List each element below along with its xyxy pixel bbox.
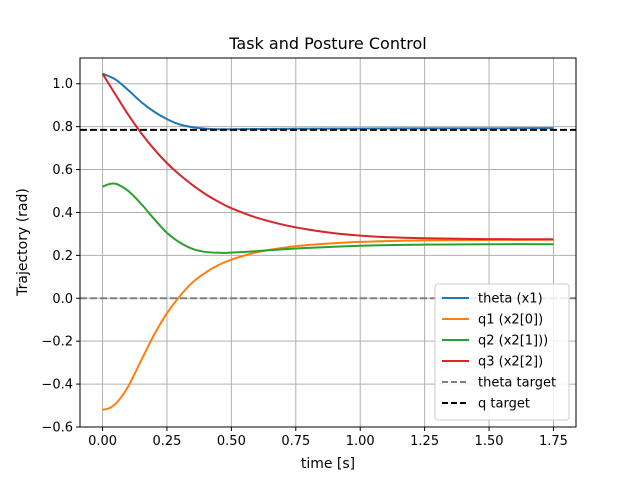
y-tick-label: 0.0 [52, 292, 73, 307]
legend: theta (x1) q1 (x2[0]) q2 (x2[1])) q3 (x2[2]… [434, 283, 570, 421]
legend-label-q-target: q target [478, 397, 530, 412]
series-line-q2-x2-1 [102, 182, 554, 254]
x-tick-label: 1.25 [410, 434, 439, 449]
legend-label-q2-x2-1: q2 (x2[1])) [478, 334, 548, 349]
x-axis-label: time [s] [301, 456, 355, 472]
y-tick-label: −0.2 [41, 335, 73, 350]
y-tick-label: 0.4 [52, 206, 73, 221]
y-tick-label: 0.6 [52, 163, 73, 178]
x-tick-label: 0.25 [152, 434, 181, 449]
y-tick-label: 1.0 [52, 77, 73, 92]
series-line-q3-x2-2 [101, 73, 554, 241]
y-tick-label: −0.4 [41, 378, 73, 393]
x-tick-label: 0.00 [88, 434, 117, 449]
series-line-q1-x2-0 [102, 238, 554, 411]
y-tick-label: 0.2 [52, 249, 73, 264]
x-axis: 0.00 0.25 0.50 0.75 1.00 1.25 1.50 1.75 [88, 427, 568, 449]
legend-label-theta-target: theta target [478, 376, 556, 391]
y-tick-label: −0.6 [41, 421, 73, 436]
x-tick-label: 0.75 [281, 434, 310, 449]
x-tick-label: 1.75 [539, 434, 568, 449]
legend-label-q1-x2-0: q1 (x2[0]) [478, 313, 543, 328]
x-tick-label: 0.50 [217, 434, 246, 449]
series-line-theta-x1 [102, 72, 554, 131]
legend-label-q3-x2-2: q3 (x2[2]) [478, 355, 543, 370]
y-axis: −0.6 −0.4 −0.2 0.0 0.2 0.4 0.6 0.8 1.0 [41, 77, 80, 436]
x-tick-label: 1.00 [346, 434, 375, 449]
x-tick-label: 1.50 [475, 434, 504, 449]
axes-frame [79, 57, 577, 428]
y-axis-label: Trajectory (rad) [15, 188, 31, 297]
y-tick-label: 0.8 [52, 120, 73, 135]
chart-title: Task and Posture Control [228, 34, 426, 53]
legend-label-theta-x1: theta (x1) [478, 292, 543, 307]
